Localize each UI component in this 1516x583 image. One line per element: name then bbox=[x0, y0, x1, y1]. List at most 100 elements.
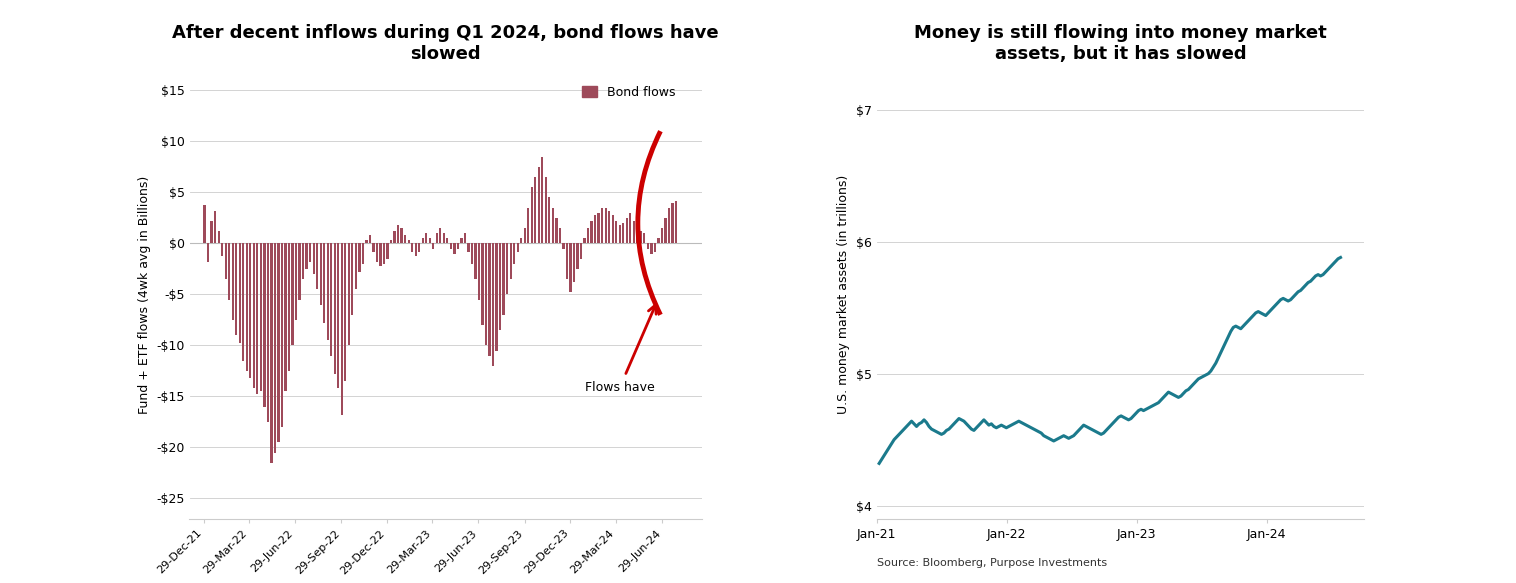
Bar bbox=[594, 215, 596, 244]
Bar bbox=[323, 244, 326, 323]
Y-axis label: Fund + ETF flows (4wk avg in Billions): Fund + ETF flows (4wk avg in Billions) bbox=[138, 175, 150, 413]
Bar bbox=[446, 238, 449, 244]
Bar bbox=[424, 233, 428, 244]
Bar bbox=[619, 225, 622, 244]
Text: Source: Bloomberg, Purpose Investments: Source: Bloomberg, Purpose Investments bbox=[876, 559, 1107, 568]
Bar bbox=[203, 205, 206, 244]
Bar bbox=[581, 244, 582, 259]
Bar bbox=[615, 221, 617, 244]
Bar bbox=[373, 244, 374, 252]
Bar bbox=[544, 177, 547, 244]
Bar bbox=[243, 244, 244, 361]
Bar bbox=[653, 244, 656, 252]
Bar bbox=[520, 238, 523, 244]
Bar bbox=[384, 244, 385, 264]
Bar bbox=[464, 233, 465, 244]
Bar bbox=[573, 244, 575, 282]
Bar bbox=[418, 244, 420, 252]
Bar bbox=[611, 215, 614, 244]
Bar bbox=[288, 244, 290, 371]
Title: After decent inflows during Q1 2024, bond flows have
slowed: After decent inflows during Q1 2024, bon… bbox=[173, 24, 719, 63]
Bar bbox=[597, 213, 600, 244]
Bar bbox=[211, 221, 212, 244]
Bar bbox=[355, 244, 356, 289]
Bar bbox=[358, 244, 361, 272]
Bar bbox=[443, 233, 446, 244]
Bar bbox=[517, 244, 518, 252]
Bar bbox=[259, 244, 262, 391]
Bar bbox=[421, 238, 424, 244]
Bar bbox=[400, 228, 403, 244]
Bar bbox=[256, 244, 259, 395]
Bar bbox=[337, 244, 340, 388]
Bar bbox=[565, 244, 568, 279]
Bar bbox=[482, 244, 484, 325]
Bar bbox=[509, 244, 512, 279]
Bar bbox=[640, 231, 641, 244]
Bar bbox=[227, 244, 230, 300]
Bar bbox=[587, 228, 590, 244]
Bar bbox=[605, 208, 606, 244]
Bar bbox=[496, 244, 497, 350]
Bar bbox=[264, 244, 265, 407]
Bar bbox=[650, 244, 652, 254]
Bar bbox=[675, 201, 678, 244]
Bar bbox=[450, 244, 452, 248]
Bar bbox=[471, 244, 473, 264]
Bar bbox=[315, 244, 318, 289]
Bar bbox=[352, 244, 353, 315]
Bar bbox=[626, 218, 628, 244]
Bar bbox=[538, 167, 540, 244]
Bar bbox=[478, 244, 481, 300]
Bar bbox=[246, 244, 249, 371]
Text: Flows have: Flows have bbox=[585, 381, 655, 394]
Bar bbox=[562, 244, 564, 248]
Bar bbox=[394, 231, 396, 244]
Bar bbox=[552, 208, 553, 244]
Bar bbox=[390, 240, 393, 244]
Bar bbox=[541, 157, 543, 244]
Bar bbox=[312, 244, 315, 274]
Bar bbox=[512, 244, 515, 264]
Bar bbox=[528, 208, 529, 244]
Bar bbox=[344, 244, 347, 381]
Bar bbox=[334, 244, 337, 374]
Bar bbox=[326, 244, 329, 340]
Bar bbox=[608, 211, 611, 244]
Bar bbox=[658, 238, 659, 244]
Bar bbox=[435, 233, 438, 244]
Bar bbox=[403, 236, 406, 244]
Bar bbox=[296, 244, 297, 320]
Bar bbox=[584, 238, 585, 244]
Bar bbox=[461, 238, 462, 244]
Bar bbox=[590, 221, 593, 244]
Bar bbox=[267, 244, 268, 422]
Legend: Bond flows: Bond flows bbox=[576, 80, 681, 104]
Bar bbox=[235, 244, 238, 335]
Bar bbox=[285, 244, 287, 391]
Bar bbox=[647, 244, 649, 248]
Bar bbox=[238, 244, 241, 343]
Bar bbox=[270, 244, 273, 463]
Bar bbox=[629, 213, 631, 244]
Bar bbox=[559, 228, 561, 244]
Bar bbox=[661, 228, 662, 244]
Bar bbox=[549, 198, 550, 244]
Bar bbox=[299, 244, 300, 300]
Bar bbox=[249, 244, 252, 378]
Bar bbox=[379, 244, 382, 266]
Bar bbox=[570, 244, 572, 293]
Bar bbox=[411, 244, 414, 252]
Bar bbox=[397, 225, 399, 244]
Bar bbox=[253, 244, 255, 388]
Bar bbox=[414, 244, 417, 255]
Bar bbox=[485, 244, 487, 345]
Y-axis label: U.S. money market assets (in trillions): U.S. money market assets (in trillions) bbox=[837, 175, 850, 414]
Bar bbox=[217, 231, 220, 244]
Bar bbox=[664, 218, 667, 244]
Bar bbox=[502, 244, 505, 315]
Bar bbox=[622, 223, 625, 244]
Bar bbox=[232, 244, 233, 320]
Bar bbox=[531, 187, 534, 244]
Bar bbox=[555, 218, 558, 244]
